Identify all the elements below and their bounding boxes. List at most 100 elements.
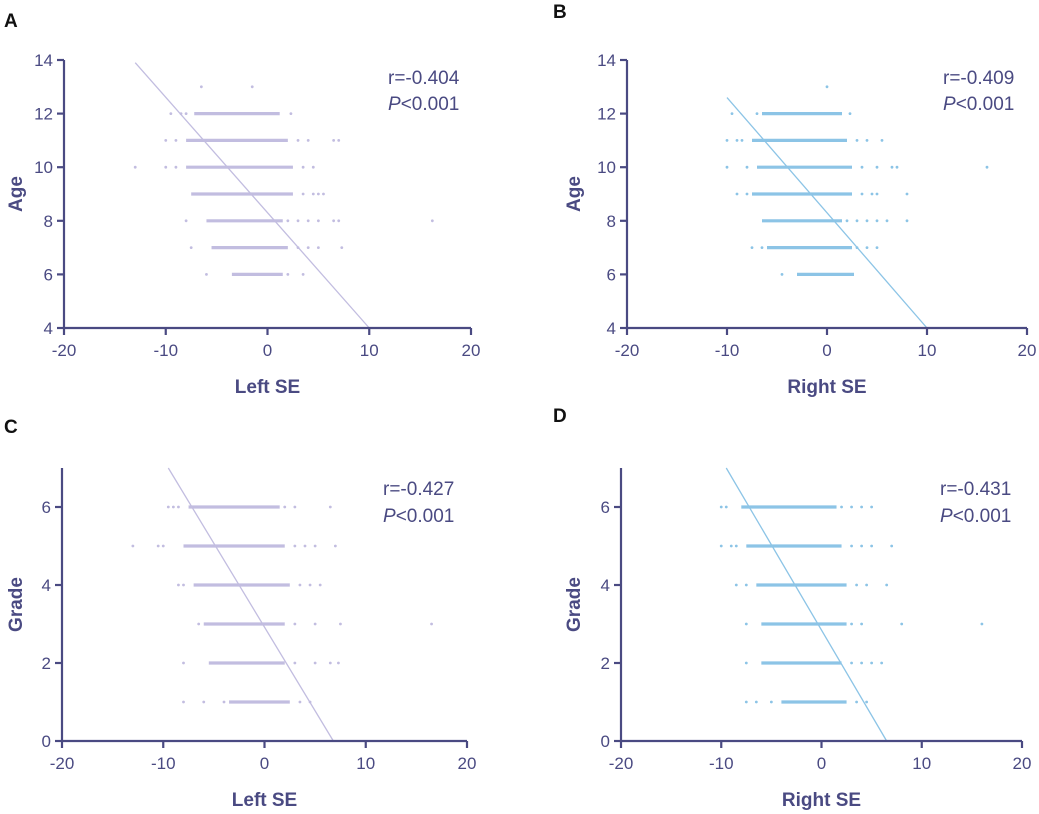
panel-b-x-tick-label: 10 — [918, 341, 937, 360]
panel-c-point — [333, 544, 337, 548]
panel-a-x-tick-label: -10 — [153, 341, 178, 360]
panel-a-point — [189, 246, 193, 250]
panel-c-p-symbol: P — [383, 506, 396, 527]
panel-c-point — [293, 622, 297, 626]
panel-b-point — [985, 165, 989, 169]
panel-d-point — [880, 661, 884, 665]
panel-b-point — [780, 273, 784, 276]
panel-d-x-tick-label: 10 — [912, 754, 931, 773]
panel-b-point — [735, 139, 739, 142]
panel-a-point — [296, 139, 300, 142]
panel-a-regression-line — [134, 62, 370, 329]
panel-b-point — [735, 192, 739, 196]
panel-b-p-value: P<0.001 — [943, 94, 1014, 115]
panel-d-point — [850, 622, 853, 626]
panel-b-y-tick-label: 12 — [597, 105, 616, 124]
panel-d-x-axis-title: Right SE — [782, 790, 861, 811]
panel-a-p-threshold: <0.001 — [401, 94, 460, 115]
panel-c-x-tick-label: 20 — [458, 754, 477, 773]
panel-b-point — [895, 165, 899, 169]
panel-a-x-tick-label: -20 — [52, 341, 77, 360]
panel-d-point — [885, 583, 889, 587]
panel-d-regression-line — [725, 467, 888, 742]
panel-c-point — [313, 661, 317, 665]
panel-c-point — [337, 661, 340, 665]
panel-a-point — [332, 219, 336, 223]
panel-b-y-tick-label: 14 — [597, 51, 616, 70]
panel-c-point — [293, 661, 297, 665]
panel-b-r-value: r=-0.409 — [943, 68, 1014, 89]
panel-d-p-threshold: <0.001 — [953, 506, 1012, 527]
panel-d-point — [719, 505, 723, 509]
panel-c-point — [339, 622, 342, 626]
panel-d-point — [870, 505, 874, 509]
panel-a-point — [296, 219, 300, 223]
panel-d-x-tick-label: -20 — [609, 754, 634, 773]
panel-d-y-axis-title: Grade — [564, 577, 585, 632]
panel-b-p-threshold: <0.001 — [956, 94, 1015, 115]
panel-b-point — [865, 246, 869, 250]
panel-b-point — [875, 246, 879, 250]
panel-b-point — [755, 112, 759, 115]
panel-b-x-tick-label: 0 — [822, 341, 831, 360]
panel-c-regression-line — [167, 467, 334, 742]
panel-d-point — [769, 700, 773, 704]
panel-b-point — [875, 192, 879, 196]
panel-d-y-tick-label: 0 — [601, 732, 610, 751]
panel-a-r-value: r=-0.404 — [388, 68, 460, 89]
panel-a-point — [311, 192, 315, 196]
panel-d-point — [719, 544, 723, 548]
panel-c-x-tick-label: -10 — [151, 754, 176, 773]
panel-a-point — [169, 112, 173, 115]
panel-a-y-tick-label: 8 — [44, 212, 53, 231]
panel-b-x-tick-label: 20 — [1018, 341, 1037, 360]
panel-c-point — [202, 700, 206, 704]
panel-d-point — [724, 505, 728, 509]
panel-a-point — [286, 273, 290, 276]
panel-c-point — [197, 622, 201, 626]
panel-b-point — [860, 192, 864, 196]
panel-c-point — [283, 505, 287, 509]
panel-d: D -20 -10 0 10 20 0 2 4 6 Right SE Grade r=-0.431 P<0… — [553, 406, 1031, 811]
panel-b-point — [865, 139, 869, 142]
panel-d-point — [870, 544, 874, 548]
panel-b-point — [870, 192, 874, 196]
panel-d-x-tick-label: -10 — [709, 754, 734, 773]
panel-a-x-tick-label: 0 — [263, 341, 272, 360]
panel-d-point — [840, 505, 843, 509]
panel-c-point — [328, 661, 332, 665]
panel-b-point — [880, 139, 884, 142]
panel-c-x-axis-title: Left SE — [232, 790, 297, 811]
panel-c-r-value: r=-0.427 — [383, 479, 454, 500]
panel-a-point — [174, 165, 178, 169]
panel-c-x-tick-label: 10 — [356, 754, 375, 773]
panel-d-point — [980, 622, 984, 626]
panel-d-x-tick-label: 20 — [1013, 754, 1032, 773]
panel-a-point — [306, 139, 310, 142]
panel-a-letter: A — [4, 11, 18, 32]
panel-b-point — [765, 112, 769, 115]
panel-a-x-tick-label: 10 — [360, 341, 379, 360]
panel-b-point — [745, 165, 749, 169]
panel-c-point — [308, 583, 312, 587]
panel-b-point — [845, 219, 849, 223]
panel-b-point — [825, 85, 829, 89]
panel-b-point — [890, 165, 894, 169]
panel-c-point — [156, 544, 160, 548]
panel-a-point — [289, 112, 293, 115]
panel-d-y-tick-label: 4 — [601, 576, 610, 595]
panel-b-point — [885, 219, 889, 223]
panel-c-point — [182, 661, 185, 665]
panel-c-point — [182, 700, 185, 704]
panel-a-point — [199, 85, 203, 89]
panel-b-regression-line — [726, 97, 928, 329]
panel-b-x-tick-label: -10 — [715, 341, 740, 360]
panel-a-point — [250, 85, 254, 89]
panel-c: C -20 -10 0 10 20 0 2 4 6 Left SE Grade r=-0.427 P<0.… — [4, 417, 476, 811]
panel-a-point — [316, 192, 320, 196]
panel-a-point — [322, 192, 325, 196]
panel-d-p-symbol: P — [940, 506, 953, 527]
panel-b-point — [855, 219, 859, 223]
panel-d-point — [850, 661, 853, 665]
panel-a-p-value: P<0.001 — [388, 94, 459, 115]
